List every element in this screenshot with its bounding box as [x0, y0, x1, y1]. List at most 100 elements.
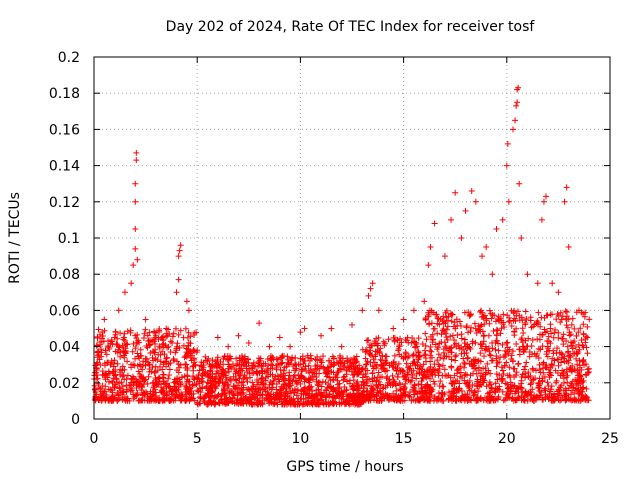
- band-point: [195, 371, 202, 378]
- band-point: [506, 372, 513, 379]
- band-point: [448, 318, 455, 325]
- band-point: [571, 389, 578, 396]
- band-point: [483, 383, 490, 390]
- band-point: [191, 331, 198, 338]
- band-point: [233, 368, 240, 375]
- band-point: [188, 357, 195, 364]
- band-point: [215, 380, 222, 387]
- band-point: [147, 337, 154, 344]
- band-point: [473, 397, 480, 404]
- band-point: [425, 311, 432, 318]
- band-point: [438, 393, 445, 400]
- band-point: [141, 391, 148, 398]
- band-point: [451, 337, 458, 344]
- band-point: [352, 365, 359, 372]
- band-point: [149, 392, 156, 399]
- band-point: [499, 375, 506, 382]
- band-point: [102, 347, 109, 354]
- band-point: [425, 390, 432, 397]
- band-point: [149, 354, 156, 361]
- band-point: [568, 321, 575, 328]
- band-point: [580, 393, 587, 400]
- band-point: [140, 381, 147, 388]
- band-point: [130, 375, 137, 382]
- band-point: [448, 349, 455, 356]
- band-point: [519, 325, 526, 332]
- band-point: [136, 355, 143, 362]
- band-point: [411, 387, 418, 394]
- band-point: [234, 390, 241, 397]
- band-point: [377, 374, 384, 381]
- band-point: [422, 316, 429, 323]
- band-point: [499, 341, 506, 348]
- band-point: [286, 380, 293, 387]
- band-point: [346, 392, 353, 399]
- band-point: [559, 335, 566, 342]
- band-point: [196, 367, 203, 374]
- band-point: [322, 370, 329, 377]
- band-point: [233, 362, 240, 369]
- band-point: [327, 384, 334, 391]
- band-point: [290, 362, 297, 369]
- band-point: [196, 400, 203, 407]
- band-point: [347, 391, 354, 398]
- data-point: [479, 253, 486, 260]
- band-point: [515, 394, 522, 401]
- band-point: [212, 401, 219, 408]
- band-point: [503, 391, 510, 398]
- band-point: [105, 397, 112, 404]
- band-point: [259, 376, 266, 383]
- band-point: [278, 401, 285, 408]
- band-point: [173, 386, 180, 393]
- band-point: [131, 362, 138, 369]
- band-point: [343, 401, 350, 408]
- band-point: [555, 386, 562, 393]
- band-point: [369, 362, 376, 369]
- band-point: [390, 334, 397, 341]
- band-point: [522, 389, 529, 396]
- band-point: [472, 325, 479, 332]
- y-tick-label: 0.16: [49, 122, 80, 138]
- band-point: [320, 353, 327, 360]
- data-point: [504, 140, 511, 147]
- band-point: [109, 379, 116, 386]
- band-point: [509, 358, 516, 365]
- band-point: [550, 334, 557, 341]
- band-point: [138, 396, 145, 403]
- band-point: [461, 391, 468, 398]
- band-point: [467, 372, 474, 379]
- band-point: [403, 350, 410, 357]
- data-point: [540, 198, 547, 205]
- band-point: [445, 353, 452, 360]
- band-point: [481, 353, 488, 360]
- band-point: [463, 380, 470, 387]
- data-point: [499, 216, 506, 223]
- data-point: [367, 285, 374, 292]
- band-point: [121, 330, 128, 337]
- data-point: [400, 316, 407, 323]
- data-point: [538, 216, 545, 223]
- data-point: [163, 325, 170, 332]
- band-point: [496, 372, 503, 379]
- band-point: [555, 329, 562, 336]
- band-point: [334, 377, 341, 384]
- band-point: [560, 331, 567, 338]
- band-point: [377, 345, 384, 352]
- band-point: [475, 357, 482, 364]
- band-point: [360, 388, 367, 395]
- band-point: [264, 356, 271, 363]
- band-point: [469, 338, 476, 345]
- data-point: [132, 225, 139, 232]
- band-point: [225, 361, 232, 368]
- band-point: [184, 367, 191, 374]
- band-point: [458, 335, 465, 342]
- band-point: [403, 376, 410, 383]
- band-point: [530, 376, 537, 383]
- band-point: [534, 321, 541, 328]
- band-point: [460, 355, 467, 362]
- band-point: [187, 340, 194, 347]
- band-point: [335, 385, 342, 392]
- band-point: [437, 396, 444, 403]
- band-point: [102, 396, 109, 403]
- band-point: [468, 324, 475, 331]
